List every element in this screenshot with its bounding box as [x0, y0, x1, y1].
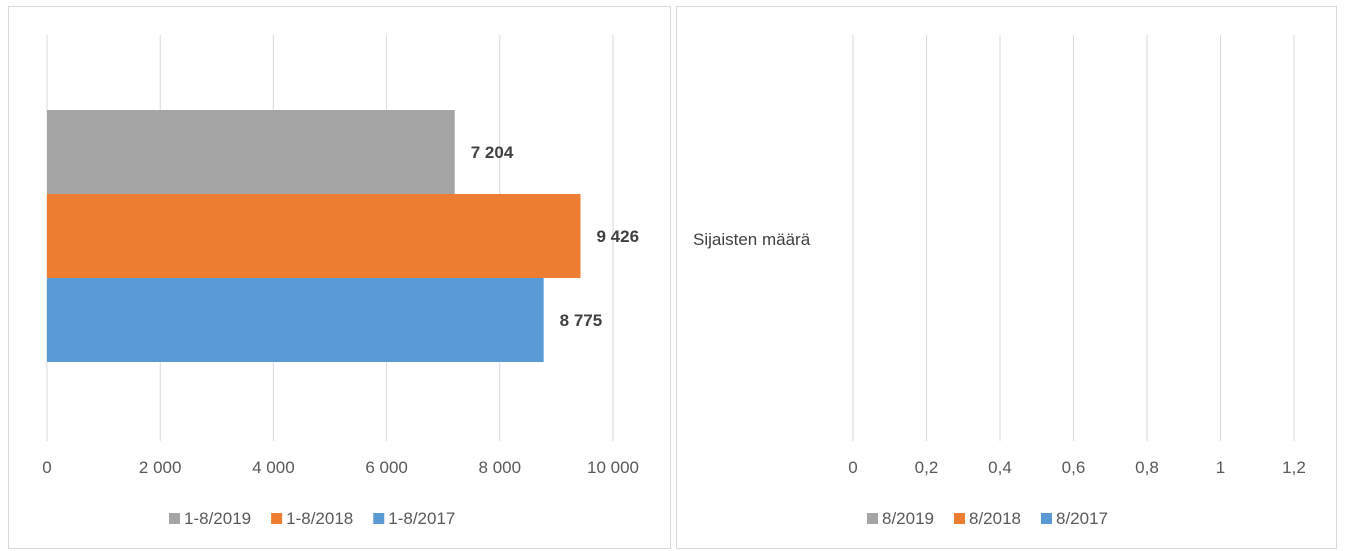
- x-tick-label: 0: [42, 458, 51, 477]
- x-tick-label: 8 000: [479, 458, 522, 477]
- bar-1-8-2018: [47, 194, 581, 278]
- x-tick-label: 1,2: [1282, 458, 1306, 477]
- x-tick-label: 6 000: [365, 458, 408, 477]
- x-tick-label: 0,2: [915, 458, 939, 477]
- x-tick-label: 0,8: [1135, 458, 1159, 477]
- category-label: Sijaisten määrä: [693, 230, 811, 249]
- legend-swatch-1-8-2017: [373, 513, 385, 524]
- legend-label-8-2019: 8/2019: [882, 509, 934, 528]
- legend-label-1-8-2019: 1-8/2019: [184, 509, 251, 528]
- legend: 1-8/2019 1-8/2018 1-8/2017: [169, 509, 455, 528]
- legend-label-8-2018: 8/2018: [969, 509, 1021, 528]
- legend-swatch-8-2018: [954, 513, 965, 524]
- left-chart-panel: 0 2 000 4 000 6 000 8 000 10 000 7 204 9 426 8 7…: [8, 6, 671, 549]
- legend-swatch-1-8-2019: [169, 513, 180, 524]
- x-tick-label: 0,4: [988, 458, 1012, 477]
- x-tick-label: 0,6: [1062, 458, 1086, 477]
- bar-1-8-2019: [47, 110, 455, 194]
- left-bar-chart: 0 2 000 4 000 6 000 8 000 10 000 7 204 9 426 8 7…: [42, 35, 640, 528]
- x-tick-label: 0: [848, 458, 857, 477]
- legend-swatch-1-8-2018: [271, 513, 283, 524]
- legend-label-1-8-2017: 1-8/2017: [388, 509, 455, 528]
- right-chart-panel: 0 0,2 0,4 0,6 0,8 1 1,2 Sijaisten määrä 8/2019 8/…: [676, 6, 1337, 549]
- legend-swatch-8-2019: [867, 513, 878, 524]
- data-label-1-8-2019: 7 204: [471, 143, 514, 162]
- data-label-1-8-2018: 9 426: [597, 227, 640, 246]
- data-label-1-8-2017: 8 775: [560, 311, 603, 330]
- x-tick-label: 4 000: [252, 458, 295, 477]
- x-tick-label: 1: [1216, 458, 1225, 477]
- legend-swatch-8-2017: [1041, 513, 1052, 524]
- x-tick-label: 10 000: [587, 458, 639, 477]
- legend-label-1-8-2018: 1-8/2018: [286, 509, 353, 528]
- x-tick-label: 2 000: [139, 458, 182, 477]
- legend: 8/2019 8/2018 8/2017: [867, 509, 1108, 528]
- bar-1-8-2017: [47, 278, 544, 362]
- legend-label-8-2017: 8/2017: [1056, 509, 1108, 528]
